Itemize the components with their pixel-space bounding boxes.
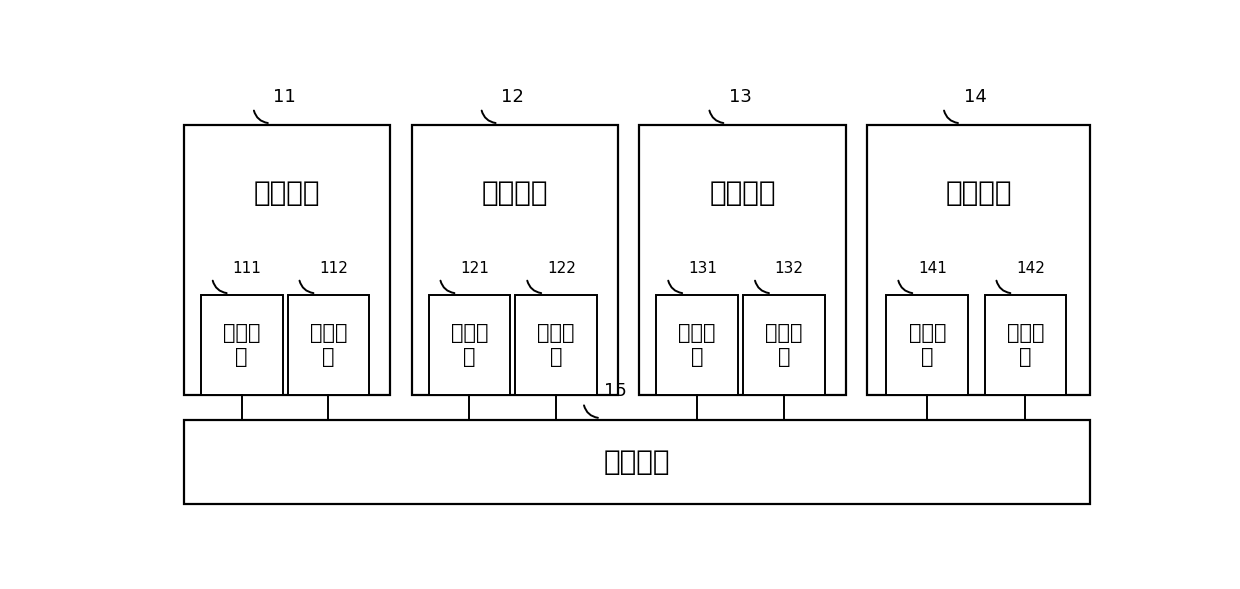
Text: 132: 132: [775, 261, 804, 276]
Bar: [640, 125, 846, 395]
Bar: [656, 295, 738, 395]
Bar: [985, 295, 1066, 395]
Bar: [184, 125, 391, 395]
Text: 12: 12: [501, 88, 525, 105]
Text: 第六部
件: 第六部 件: [765, 323, 802, 367]
Text: 第一设备: 第一设备: [254, 178, 320, 207]
Text: 141: 141: [918, 261, 947, 276]
Bar: [201, 295, 283, 395]
Bar: [867, 125, 1090, 395]
Bar: [887, 295, 968, 395]
Text: 121: 121: [460, 261, 489, 276]
Text: 第二设备: 第二设备: [481, 178, 548, 207]
Bar: [288, 295, 370, 395]
Text: 第四部
件: 第四部 件: [537, 323, 575, 367]
Text: 122: 122: [547, 261, 575, 276]
Bar: [429, 295, 511, 395]
Text: 111: 111: [232, 261, 262, 276]
Bar: [516, 295, 598, 395]
Text: 第五部
件: 第五部 件: [678, 323, 715, 367]
Text: 112: 112: [319, 261, 348, 276]
Text: 11: 11: [274, 88, 296, 105]
Text: 第三设备: 第三设备: [709, 178, 776, 207]
Text: 第四设备: 第四设备: [945, 178, 1012, 207]
Text: 14: 14: [963, 88, 987, 105]
Bar: [743, 295, 825, 395]
Text: 第八部
件: 第八部 件: [1007, 323, 1044, 367]
Text: 142: 142: [1016, 261, 1045, 276]
Text: 第七部
件: 第七部 件: [909, 323, 946, 367]
Text: 控制设备: 控制设备: [604, 448, 670, 476]
Text: 第三部
件: 第三部 件: [450, 323, 489, 367]
Text: 15: 15: [604, 382, 626, 401]
Text: 131: 131: [688, 261, 717, 276]
Text: 第二部
件: 第二部 件: [310, 323, 347, 367]
Text: 第一部
件: 第一部 件: [223, 323, 260, 367]
Bar: [412, 125, 619, 395]
Bar: [184, 420, 1090, 504]
Text: 13: 13: [729, 88, 751, 105]
